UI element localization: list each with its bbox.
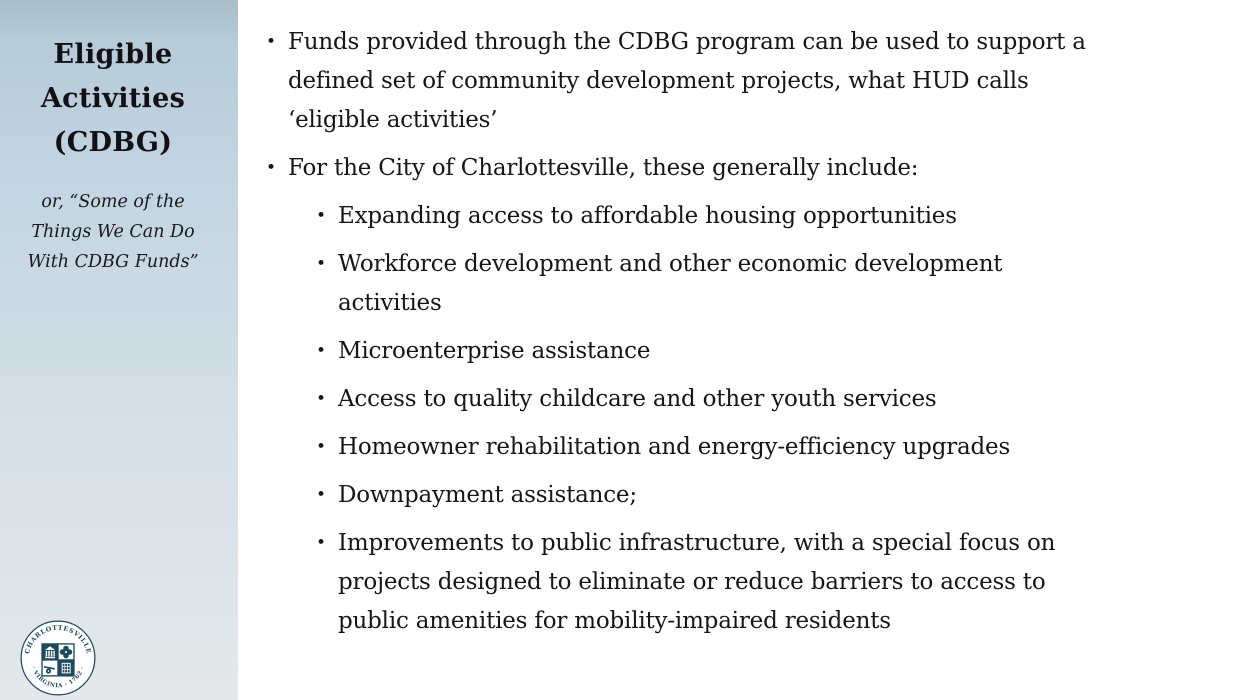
bullet-text: Workforce development and other economic…	[338, 251, 1003, 316]
bullet-text: For the City of Charlottesville, these g…	[288, 155, 919, 181]
bullet-dot-icon: •	[316, 254, 327, 274]
seal-cannon-icon	[43, 665, 55, 674]
seal-dogwood-icon	[59, 645, 73, 659]
subtitle-line-2: Things We Can Do	[31, 222, 195, 242]
slide-title-line-1: Eligible	[53, 39, 173, 70]
slide-title-line-2: Activities	[40, 83, 186, 114]
bullet-item: • Microenterprise assistance	[316, 332, 1195, 371]
bullet-dot-icon: •	[266, 158, 277, 178]
bullet-item: • Homeowner rehabilitation and energy-ef…	[316, 428, 1195, 467]
slide-title-line-3: (CDBG)	[53, 127, 173, 158]
bullet-dot-icon: •	[316, 206, 327, 226]
bullet-item: • Downpayment assistance;	[316, 476, 1195, 515]
charlottesville-seal-logo: CHARLOTTESVILLE · VIRGINIA · 1762 ·	[20, 620, 96, 696]
bullet-item: • Improvements to public infrastructure,…	[316, 524, 1195, 641]
bullet-list: • Funds provided through the CDBG progra…	[266, 23, 1195, 641]
bullet-dot-icon: •	[316, 389, 327, 409]
bullet-dot-icon: •	[316, 485, 327, 505]
seal-quadrants	[41, 643, 75, 677]
bullet-text: Access to quality childcare and other yo…	[338, 386, 937, 412]
seal-monument-icon	[61, 662, 71, 674]
bullet-item: • For the City of Charlottesville, these…	[266, 149, 1195, 188]
slide-title: Eligible Activities (CDBG)	[0, 0, 238, 165]
content-area: • Funds provided through the CDBG progra…	[238, 0, 1253, 700]
bullet-text: Expanding access to affordable housing o…	[338, 203, 957, 229]
bullet-item: • Workforce development and other econom…	[316, 245, 1195, 323]
subtitle-line-1: or, “Some of the	[41, 192, 185, 212]
bullet-text: Downpayment assistance;	[338, 482, 637, 508]
subtitle-line-3: With CDBG Funds”	[27, 252, 199, 272]
seal-rotunda-icon	[45, 646, 55, 659]
bullet-text: Funds provided through the CDBG program …	[288, 29, 1086, 133]
bullet-text: Homeowner rehabilitation and energy-effi…	[338, 434, 1011, 460]
bullet-dot-icon: •	[316, 533, 327, 553]
bullet-text: Microenterprise assistance	[338, 338, 651, 364]
bullet-dot-icon: •	[266, 32, 277, 52]
bullet-item: • Access to quality childcare and other …	[316, 380, 1195, 419]
title-sidebar: Eligible Activities (CDBG) or, “Some of …	[0, 0, 238, 700]
bullet-item: • Expanding access to affordable housing…	[316, 197, 1195, 236]
bullet-dot-icon: •	[316, 341, 327, 361]
bullet-item: • Funds provided through the CDBG progra…	[266, 23, 1195, 140]
city-seal-icon: CHARLOTTESVILLE · VIRGINIA · 1762 ·	[20, 620, 96, 696]
bullet-dot-icon: •	[316, 437, 327, 457]
bullet-text: Improvements to public infrastructure, w…	[338, 530, 1056, 634]
slide-subtitle: or, “Some of the Things We Can Do With C…	[0, 187, 238, 277]
